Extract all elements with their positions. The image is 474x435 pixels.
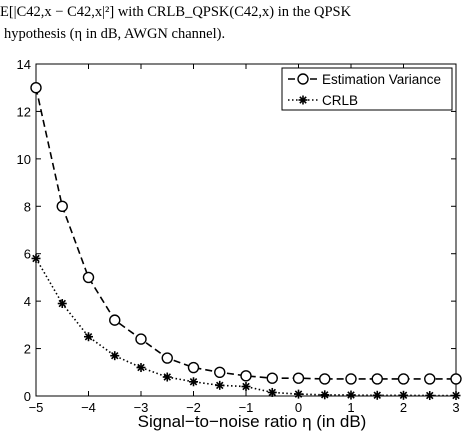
y-tick-label: 12 xyxy=(17,104,31,119)
y-tick-label: 2 xyxy=(24,342,31,357)
series-line-1 xyxy=(35,87,456,380)
series-lines xyxy=(35,87,456,397)
circle-marker xyxy=(371,373,383,385)
circle-marker xyxy=(292,372,305,384)
circle-marker xyxy=(30,82,42,94)
x-tick-label: 2 xyxy=(400,400,407,415)
asterisk-marker xyxy=(399,390,408,400)
circle-marker xyxy=(240,370,252,382)
x-axis-label-group: Signal−to−noise ratio η (in dB) xyxy=(138,412,367,431)
asterisk-marker xyxy=(84,332,93,342)
legend-marker-1 xyxy=(297,73,309,85)
asterisk-marker xyxy=(57,299,67,309)
plot-frame xyxy=(35,63,457,397)
asterisk-marker xyxy=(241,382,251,392)
x-tick-label: −1 xyxy=(239,400,254,415)
x-tick-label: −4 xyxy=(81,400,96,415)
x-tick-label: −5 xyxy=(29,400,44,415)
circle-marker xyxy=(397,373,410,385)
circle-marker xyxy=(450,373,462,385)
asterisk-marker xyxy=(451,391,461,401)
legend-marker-2 xyxy=(298,95,308,105)
circle-marker xyxy=(319,373,331,385)
y-tick-label: 6 xyxy=(24,247,31,262)
caption-line-2: hypothesis (η in dB, AWGN channel). xyxy=(4,26,226,42)
asterisk-marker xyxy=(294,389,303,399)
caption-line-1: E[|C42,x − C42,x|²] with CRLB_QPSK(C42,x… xyxy=(0,4,352,20)
circle-marker xyxy=(214,366,226,378)
x-tick-label: 1 xyxy=(347,400,354,415)
x-tick-label: −2 xyxy=(186,400,201,415)
circle-marker xyxy=(135,333,147,345)
circle-marker xyxy=(109,314,121,326)
legend: Estimation Variance CRLB xyxy=(281,67,453,111)
x-tick-label: −3 xyxy=(134,400,149,415)
circle-marker xyxy=(345,373,357,385)
y-tick-label: 10 xyxy=(17,152,31,167)
asterisk-marker xyxy=(346,390,356,400)
axes-box xyxy=(35,63,457,397)
y-tick-label: 4 xyxy=(24,294,31,309)
asterisk-marker xyxy=(110,351,120,361)
circle-marker xyxy=(56,200,68,212)
legend-label-2: CRLB xyxy=(322,93,358,108)
x-axis-label: Signal−to−noise ratio η (in dB) xyxy=(138,412,367,431)
asterisk-marker xyxy=(189,377,198,387)
asterisk-marker xyxy=(372,390,382,400)
circle-marker xyxy=(266,372,278,384)
asterisk-marker xyxy=(215,380,225,390)
x-tick-label: 3 xyxy=(452,400,459,415)
y-tick-label: 0 xyxy=(24,389,31,404)
circle-marker xyxy=(424,373,436,385)
series-line-2 xyxy=(35,258,456,397)
asterisk-marker xyxy=(162,372,172,382)
asterisk-marker xyxy=(267,387,277,397)
circle-marker xyxy=(161,352,173,364)
asterisk-marker xyxy=(31,253,41,263)
asterisk-marker xyxy=(320,390,330,400)
legend-box xyxy=(281,67,453,111)
circle-marker xyxy=(82,271,95,284)
circle-marker xyxy=(187,361,200,374)
x-tick-label: 0 xyxy=(295,400,302,415)
asterisk-marker xyxy=(425,391,435,401)
figure-caption: E[|C42,x − C42,x|²] with CRLB_QPSK(C42,x… xyxy=(0,0,474,52)
y-tick-label: 14 xyxy=(17,57,31,72)
asterisk-marker xyxy=(136,363,146,373)
y-tick-label: 8 xyxy=(24,199,31,214)
series-markers xyxy=(30,82,462,401)
legend-label-1: Estimation Variance xyxy=(322,72,441,87)
